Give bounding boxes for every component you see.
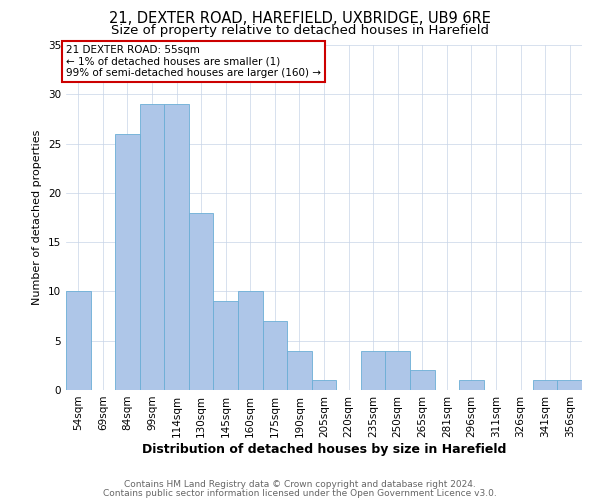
Text: 21, DEXTER ROAD, HAREFIELD, UXBRIDGE, UB9 6RE: 21, DEXTER ROAD, HAREFIELD, UXBRIDGE, UB… bbox=[109, 11, 491, 26]
Text: Contains HM Land Registry data © Crown copyright and database right 2024.: Contains HM Land Registry data © Crown c… bbox=[124, 480, 476, 489]
Bar bbox=[385, 350, 410, 390]
Bar bbox=[263, 321, 287, 390]
Bar bbox=[312, 380, 336, 390]
Text: Contains public sector information licensed under the Open Government Licence v3: Contains public sector information licen… bbox=[103, 488, 497, 498]
Bar bbox=[238, 292, 263, 390]
Bar bbox=[361, 350, 385, 390]
Text: Size of property relative to detached houses in Harefield: Size of property relative to detached ho… bbox=[111, 24, 489, 37]
Bar bbox=[189, 212, 214, 390]
Text: 21 DEXTER ROAD: 55sqm
← 1% of detached houses are smaller (1)
99% of semi-detach: 21 DEXTER ROAD: 55sqm ← 1% of detached h… bbox=[66, 45, 321, 78]
Bar bbox=[66, 292, 91, 390]
Bar bbox=[410, 370, 434, 390]
Bar bbox=[140, 104, 164, 390]
Bar bbox=[287, 350, 312, 390]
Bar bbox=[557, 380, 582, 390]
Bar bbox=[164, 104, 189, 390]
Bar bbox=[115, 134, 140, 390]
Bar bbox=[214, 302, 238, 390]
Bar bbox=[533, 380, 557, 390]
Y-axis label: Number of detached properties: Number of detached properties bbox=[32, 130, 43, 305]
Bar bbox=[459, 380, 484, 390]
X-axis label: Distribution of detached houses by size in Harefield: Distribution of detached houses by size … bbox=[142, 442, 506, 456]
